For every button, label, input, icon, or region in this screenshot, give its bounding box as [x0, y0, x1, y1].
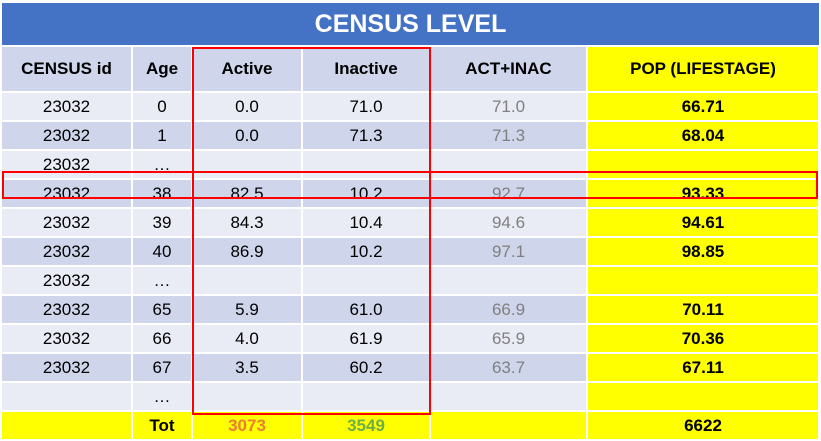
- col-header-inactive: Inactive: [302, 47, 431, 93]
- cell-census-id: 23032: [2, 353, 133, 383]
- cell-pop: 68.04: [587, 121, 820, 151]
- census-table-wrapper: CENSUS LEVEL CENSUS id Age Active Inacti…: [2, 3, 820, 441]
- table-row: 23032…: [2, 266, 820, 296]
- cell-active: 3.5: [192, 353, 303, 383]
- cell-pop: 70.11: [587, 295, 820, 325]
- cell-age: 66: [132, 324, 193, 354]
- cell-inactive: 61.0: [302, 295, 431, 325]
- cell-census-id: 23032: [2, 208, 133, 238]
- cell-age: 65: [132, 295, 193, 325]
- cell-act-inac: 94.6: [430, 208, 588, 238]
- cell-act-inac: 71.3: [430, 121, 588, 151]
- table-row: 23032…: [2, 150, 820, 180]
- cell-inactive: 61.9: [302, 324, 431, 354]
- table-title: CENSUS LEVEL: [2, 3, 819, 47]
- cell-act-inac: 71.0: [430, 92, 588, 122]
- table-row: 23032 67 3.5 60.2 63.7 67.11: [2, 353, 820, 383]
- cell-census-id: 23032: [2, 179, 133, 209]
- col-header-census-id: CENSUS id: [2, 47, 133, 93]
- cell-inactive: 71.3: [302, 121, 431, 151]
- census-table: CENSUS id Age Active Inactive ACT+INAC P…: [2, 47, 820, 441]
- cell-age: …: [132, 150, 193, 180]
- cell-act-inac: 63.7: [430, 353, 588, 383]
- col-header-pop: POP (LIFESTAGE): [587, 47, 820, 93]
- cell-active: 4.0: [192, 324, 303, 354]
- cell-active: 0.0: [192, 121, 303, 151]
- cell-act-inac: [430, 150, 588, 180]
- cell-census-id: 23032: [2, 92, 133, 122]
- cell-age: 39: [132, 208, 193, 238]
- cell-age: 67: [132, 353, 193, 383]
- total-pop: 6622: [587, 411, 820, 441]
- total-act-inac: [430, 411, 588, 441]
- header-row: CENSUS id Age Active Inactive ACT+INAC P…: [2, 47, 820, 93]
- cell-act-inac: 65.9: [430, 324, 588, 354]
- cell-inactive: 71.0: [302, 92, 431, 122]
- table-row: 23032 38 82.5 10.2 92.7 93.33: [2, 179, 820, 209]
- col-header-age: Age: [132, 47, 193, 93]
- cell-census-id: 23032: [2, 121, 133, 151]
- cell-age: 0: [132, 92, 193, 122]
- cell-age: 38: [132, 179, 193, 209]
- cell-pop: [587, 150, 820, 180]
- cell-age: …: [132, 382, 193, 412]
- cell-act-inac: [430, 382, 588, 412]
- table-row: …: [2, 382, 820, 412]
- cell-pop: 98.85: [587, 237, 820, 267]
- table-row: 23032 0 0.0 71.0 71.0 66.71: [2, 92, 820, 122]
- table-row: 23032 39 84.3 10.4 94.6 94.61: [2, 208, 820, 238]
- cell-inactive: 60.2: [302, 353, 431, 383]
- cell-inactive: [302, 266, 431, 296]
- total-row: Tot 3073 3549 6622: [2, 411, 820, 441]
- total-blank-cell: [2, 411, 133, 441]
- cell-active: [192, 266, 303, 296]
- cell-inactive: 10.2: [302, 179, 431, 209]
- cell-inactive: [302, 382, 431, 412]
- cell-inactive: [302, 150, 431, 180]
- total-label: Tot: [132, 411, 193, 441]
- cell-census-id: 23032: [2, 237, 133, 267]
- cell-census-id: [2, 382, 133, 412]
- cell-census-id: 23032: [2, 150, 133, 180]
- col-header-active: Active: [192, 47, 303, 93]
- table-row: 23032 1 0.0 71.3 71.3 68.04: [2, 121, 820, 151]
- cell-pop: 70.36: [587, 324, 820, 354]
- cell-active: [192, 150, 303, 180]
- table-row: 23032 66 4.0 61.9 65.9 70.36: [2, 324, 820, 354]
- table-row: 23032 40 86.9 10.2 97.1 98.85: [2, 237, 820, 267]
- cell-inactive: 10.2: [302, 237, 431, 267]
- col-header-act-inac: ACT+INAC: [430, 47, 588, 93]
- cell-pop: [587, 382, 820, 412]
- cell-active: [192, 382, 303, 412]
- cell-age: …: [132, 266, 193, 296]
- cell-active: 82.5: [192, 179, 303, 209]
- table-row: 23032 65 5.9 61.0 66.9 70.11: [2, 295, 820, 325]
- cell-age: 1: [132, 121, 193, 151]
- cell-pop: 93.33: [587, 179, 820, 209]
- cell-act-inac: 97.1: [430, 237, 588, 267]
- cell-act-inac: 66.9: [430, 295, 588, 325]
- cell-pop: [587, 266, 820, 296]
- cell-census-id: 23032: [2, 324, 133, 354]
- cell-pop: 94.61: [587, 208, 820, 238]
- cell-inactive: 10.4: [302, 208, 431, 238]
- cell-active: 86.9: [192, 237, 303, 267]
- cell-active: 0.0: [192, 92, 303, 122]
- cell-pop: 66.71: [587, 92, 820, 122]
- cell-active: 84.3: [192, 208, 303, 238]
- cell-census-id: 23032: [2, 295, 133, 325]
- cell-census-id: 23032: [2, 266, 133, 296]
- cell-active: 5.9: [192, 295, 303, 325]
- cell-age: 40: [132, 237, 193, 267]
- total-active: 3073: [192, 411, 303, 441]
- cell-act-inac: [430, 266, 588, 296]
- cell-pop: 67.11: [587, 353, 820, 383]
- total-inactive: 3549: [302, 411, 431, 441]
- cell-act-inac: 92.7: [430, 179, 588, 209]
